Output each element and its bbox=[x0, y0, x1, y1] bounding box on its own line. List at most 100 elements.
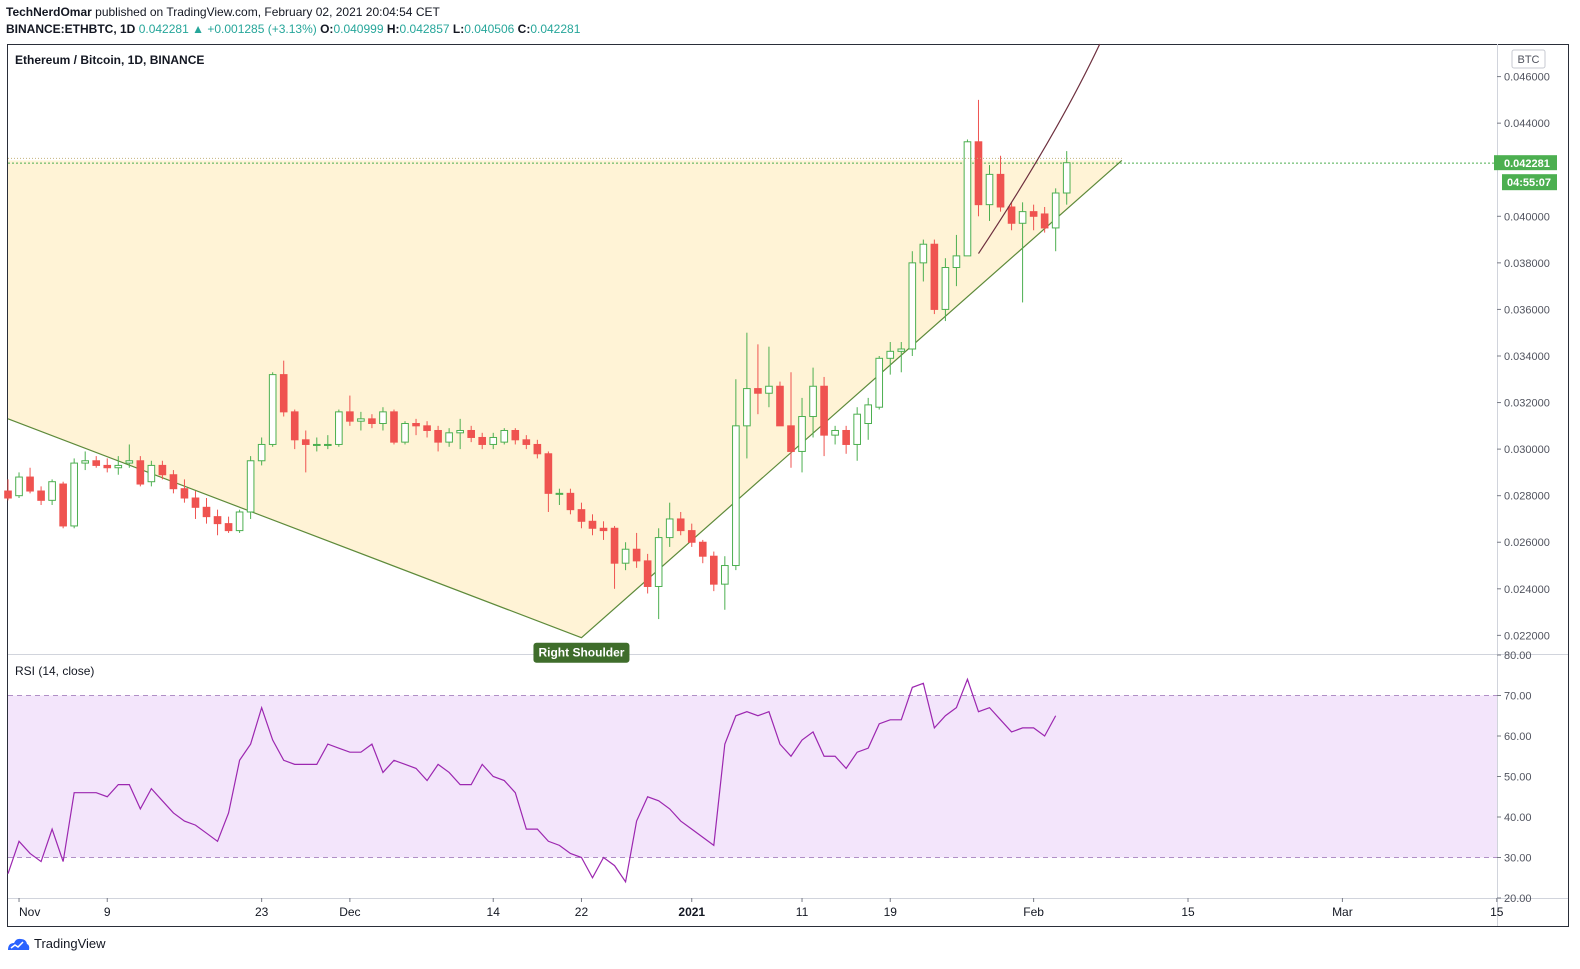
candle-body bbox=[4, 490, 12, 499]
curve-drawing[interactable] bbox=[977, 43, 1101, 254]
candle bbox=[721, 556, 729, 610]
candle-body bbox=[533, 443, 542, 455]
rsi-tick-label: 80.00 bbox=[1504, 650, 1532, 662]
rsi-tick-label: 20.00 bbox=[1504, 893, 1532, 905]
candle-body bbox=[687, 530, 696, 543]
candle bbox=[346, 395, 354, 426]
candles-group bbox=[4, 99, 1071, 620]
candle bbox=[588, 514, 597, 536]
candle bbox=[974, 99, 983, 217]
candle bbox=[191, 491, 200, 519]
candle bbox=[522, 435, 531, 450]
price-tick-label: 0.034000 bbox=[1504, 351, 1550, 363]
candle-body bbox=[180, 488, 189, 499]
candle bbox=[798, 397, 806, 473]
candle-body bbox=[81, 460, 90, 464]
candle bbox=[26, 467, 34, 494]
candle-body bbox=[588, 520, 597, 529]
candle bbox=[875, 355, 884, 410]
candle bbox=[952, 234, 961, 287]
candle bbox=[1062, 151, 1071, 205]
candle bbox=[489, 432, 498, 450]
time-tick-label: 22 bbox=[575, 905, 589, 919]
candle bbox=[136, 456, 145, 487]
candle bbox=[732, 379, 740, 571]
candle-body bbox=[919, 243, 928, 264]
candle bbox=[698, 539, 707, 564]
price-tick-label: 0.024000 bbox=[1504, 584, 1550, 596]
chart-canvas[interactable]: Right Shoulder Ethereum / Bitcoin, 1D, B… bbox=[0, 0, 1580, 930]
right-shoulder-annotation[interactable]: Right Shoulder bbox=[533, 642, 630, 663]
candle-body bbox=[544, 453, 553, 494]
candle-body bbox=[654, 537, 663, 587]
high-value: 0.042857 bbox=[399, 22, 450, 36]
candle-body bbox=[224, 523, 233, 532]
candle bbox=[754, 344, 762, 415]
price-tick-label: 0.028000 bbox=[1504, 491, 1550, 503]
candle-body bbox=[37, 490, 45, 501]
candle-body bbox=[26, 476, 34, 492]
candle bbox=[533, 439, 542, 459]
candle-body bbox=[522, 439, 531, 445]
candle-body bbox=[213, 516, 222, 525]
candle-body bbox=[235, 511, 244, 532]
price-tick-label: 0.044000 bbox=[1504, 118, 1550, 130]
candle bbox=[599, 521, 608, 540]
candle bbox=[434, 425, 442, 452]
price-change: +0.001285 (+3.13%) bbox=[207, 22, 317, 36]
candle-body bbox=[412, 423, 420, 427]
candle bbox=[765, 346, 773, 408]
candle-body bbox=[257, 443, 266, 462]
pattern-trendline[interactable] bbox=[7, 159, 1123, 639]
candle bbox=[401, 421, 409, 445]
published-text: published on TradingView.com, February 0… bbox=[95, 5, 440, 19]
candle-body bbox=[610, 527, 619, 564]
time-tick-label: 15 bbox=[1490, 905, 1504, 919]
candle-body bbox=[963, 141, 972, 257]
candle bbox=[114, 456, 123, 475]
candle bbox=[324, 435, 332, 450]
rsi-tick-label: 30.00 bbox=[1504, 853, 1532, 865]
candle-body bbox=[324, 443, 332, 446]
countdown-tag-bg bbox=[1502, 174, 1557, 191]
candle bbox=[467, 425, 475, 443]
candle-body bbox=[114, 464, 123, 469]
countdown-tag-text: 04:55:07 bbox=[1507, 177, 1551, 189]
candle bbox=[676, 511, 685, 536]
candle-body bbox=[136, 460, 145, 485]
candle-body bbox=[445, 432, 453, 443]
pattern-fill bbox=[8, 160, 1122, 638]
price-tick-label: 0.040000 bbox=[1504, 211, 1550, 223]
candle bbox=[985, 165, 994, 221]
candle-body bbox=[897, 348, 906, 352]
candle bbox=[147, 460, 156, 487]
price-axis[interactable]: 0.022000 0.024000 0.026000 0.028000 0.030000… bbox=[1497, 72, 1550, 643]
candle bbox=[1018, 202, 1027, 303]
candle bbox=[445, 428, 453, 447]
candle-body bbox=[676, 518, 685, 532]
currency-badge[interactable] bbox=[1511, 49, 1546, 69]
low-label: L: bbox=[452, 22, 465, 36]
candle bbox=[919, 239, 928, 282]
footer[interactable]: TradingView bbox=[6, 936, 106, 951]
candle bbox=[665, 502, 674, 547]
time-axis[interactable]: Nov 9 23 Dec 14 22 2021 11 19 Feb 15 Mar 15 bbox=[18, 898, 1504, 919]
candle bbox=[125, 444, 134, 468]
time-tick-label: Mar bbox=[1332, 905, 1353, 919]
candle-body bbox=[732, 425, 740, 567]
currency-label: BTC bbox=[1518, 54, 1540, 66]
candle bbox=[1029, 204, 1038, 231]
candle-body bbox=[941, 267, 950, 310]
candle-body bbox=[743, 388, 751, 427]
candle-body bbox=[368, 418, 376, 425]
right-shoulder-bg bbox=[533, 642, 630, 663]
candle bbox=[632, 532, 641, 568]
candle-body bbox=[312, 443, 321, 446]
candle-body bbox=[103, 464, 112, 469]
candle bbox=[500, 428, 509, 445]
low-value: 0.040506 bbox=[464, 22, 515, 36]
candle bbox=[1051, 188, 1060, 252]
last-price-tag: 0.042281 04:55:07 bbox=[1494, 155, 1557, 191]
author-name[interactable]: TechNerdOmar bbox=[6, 5, 92, 19]
candle bbox=[15, 472, 23, 499]
